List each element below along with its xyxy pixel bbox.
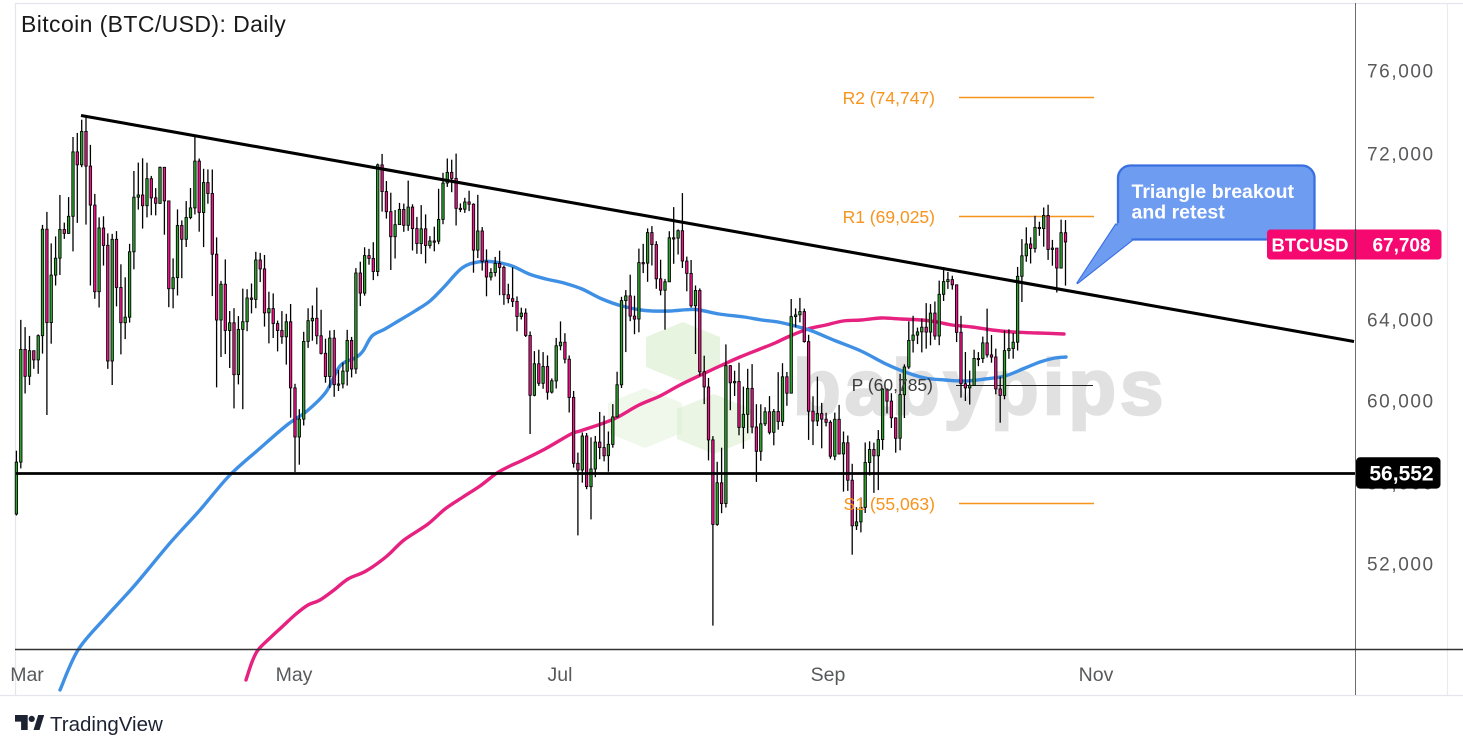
svg-text:Nov: Nov xyxy=(1079,664,1114,686)
svg-text:BTCUSD: BTCUSD xyxy=(1271,235,1348,256)
svg-text:Sep: Sep xyxy=(811,664,846,686)
svg-text:R1 (69,025): R1 (69,025) xyxy=(843,207,935,227)
svg-text:S1 (55,063): S1 (55,063) xyxy=(844,494,935,514)
svg-text:64,000: 64,000 xyxy=(1367,311,1435,332)
svg-text:R2 (74,747): R2 (74,747) xyxy=(843,88,935,108)
svg-text:67,708: 67,708 xyxy=(1372,236,1430,257)
svg-text:72,000: 72,000 xyxy=(1367,145,1435,166)
svg-text:Jul: Jul xyxy=(548,664,573,686)
svg-text:60,000: 60,000 xyxy=(1367,392,1435,413)
svg-text:Triangle breakout: Triangle breakout xyxy=(1132,181,1295,203)
svg-text:56,552: 56,552 xyxy=(1369,463,1433,486)
svg-text:babypips: babypips xyxy=(793,343,1167,431)
svg-text:P (60,785): P (60,785) xyxy=(852,375,933,395)
svg-text:TradingView: TradingView xyxy=(50,713,163,736)
svg-text:Mar: Mar xyxy=(10,664,44,686)
svg-text:and retest: and retest xyxy=(1132,202,1226,224)
svg-text:52,000: 52,000 xyxy=(1367,555,1435,576)
svg-text:76,000: 76,000 xyxy=(1367,62,1435,83)
svg-text:Bitcoin (BTC/USD): Daily: Bitcoin (BTC/USD): Daily xyxy=(21,11,286,37)
svg-text:May: May xyxy=(276,664,313,686)
